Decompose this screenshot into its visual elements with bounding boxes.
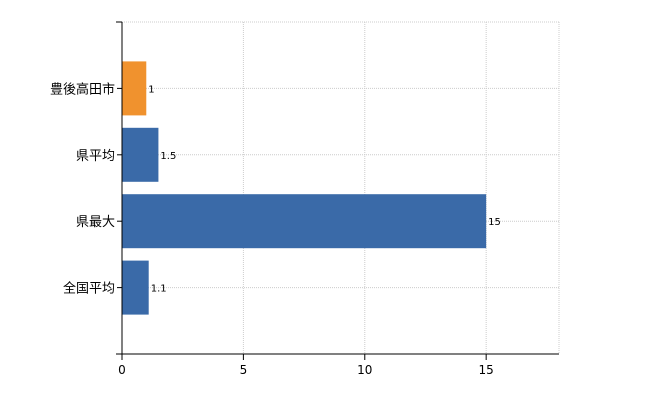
bars	[122, 61, 487, 315]
category-label: 県平均	[76, 149, 115, 164]
data-labels: 1 1.5 15 1.1	[148, 84, 501, 294]
grid-lines	[122, 21, 560, 354]
data-label: 1	[148, 84, 154, 95]
category-label: 豊後高田市	[50, 81, 115, 97]
x-axis-ticks: 0 5 10 15	[118, 354, 494, 377]
data-label: 1.5	[160, 151, 176, 162]
x-tick-label: 0	[118, 363, 126, 377]
x-tick-label: 15	[479, 363, 494, 377]
x-tick-label: 5	[240, 363, 248, 377]
data-label: 15	[488, 217, 501, 228]
bar	[122, 61, 147, 116]
bar	[122, 260, 149, 315]
category-label: 全国平均	[63, 281, 115, 297]
bar	[122, 127, 159, 182]
x-tick-label: 10	[357, 363, 372, 377]
data-label: 1.1	[151, 284, 167, 295]
bar	[122, 194, 487, 249]
axes	[116, 21, 559, 355]
category-label: 県最大	[76, 215, 115, 230]
